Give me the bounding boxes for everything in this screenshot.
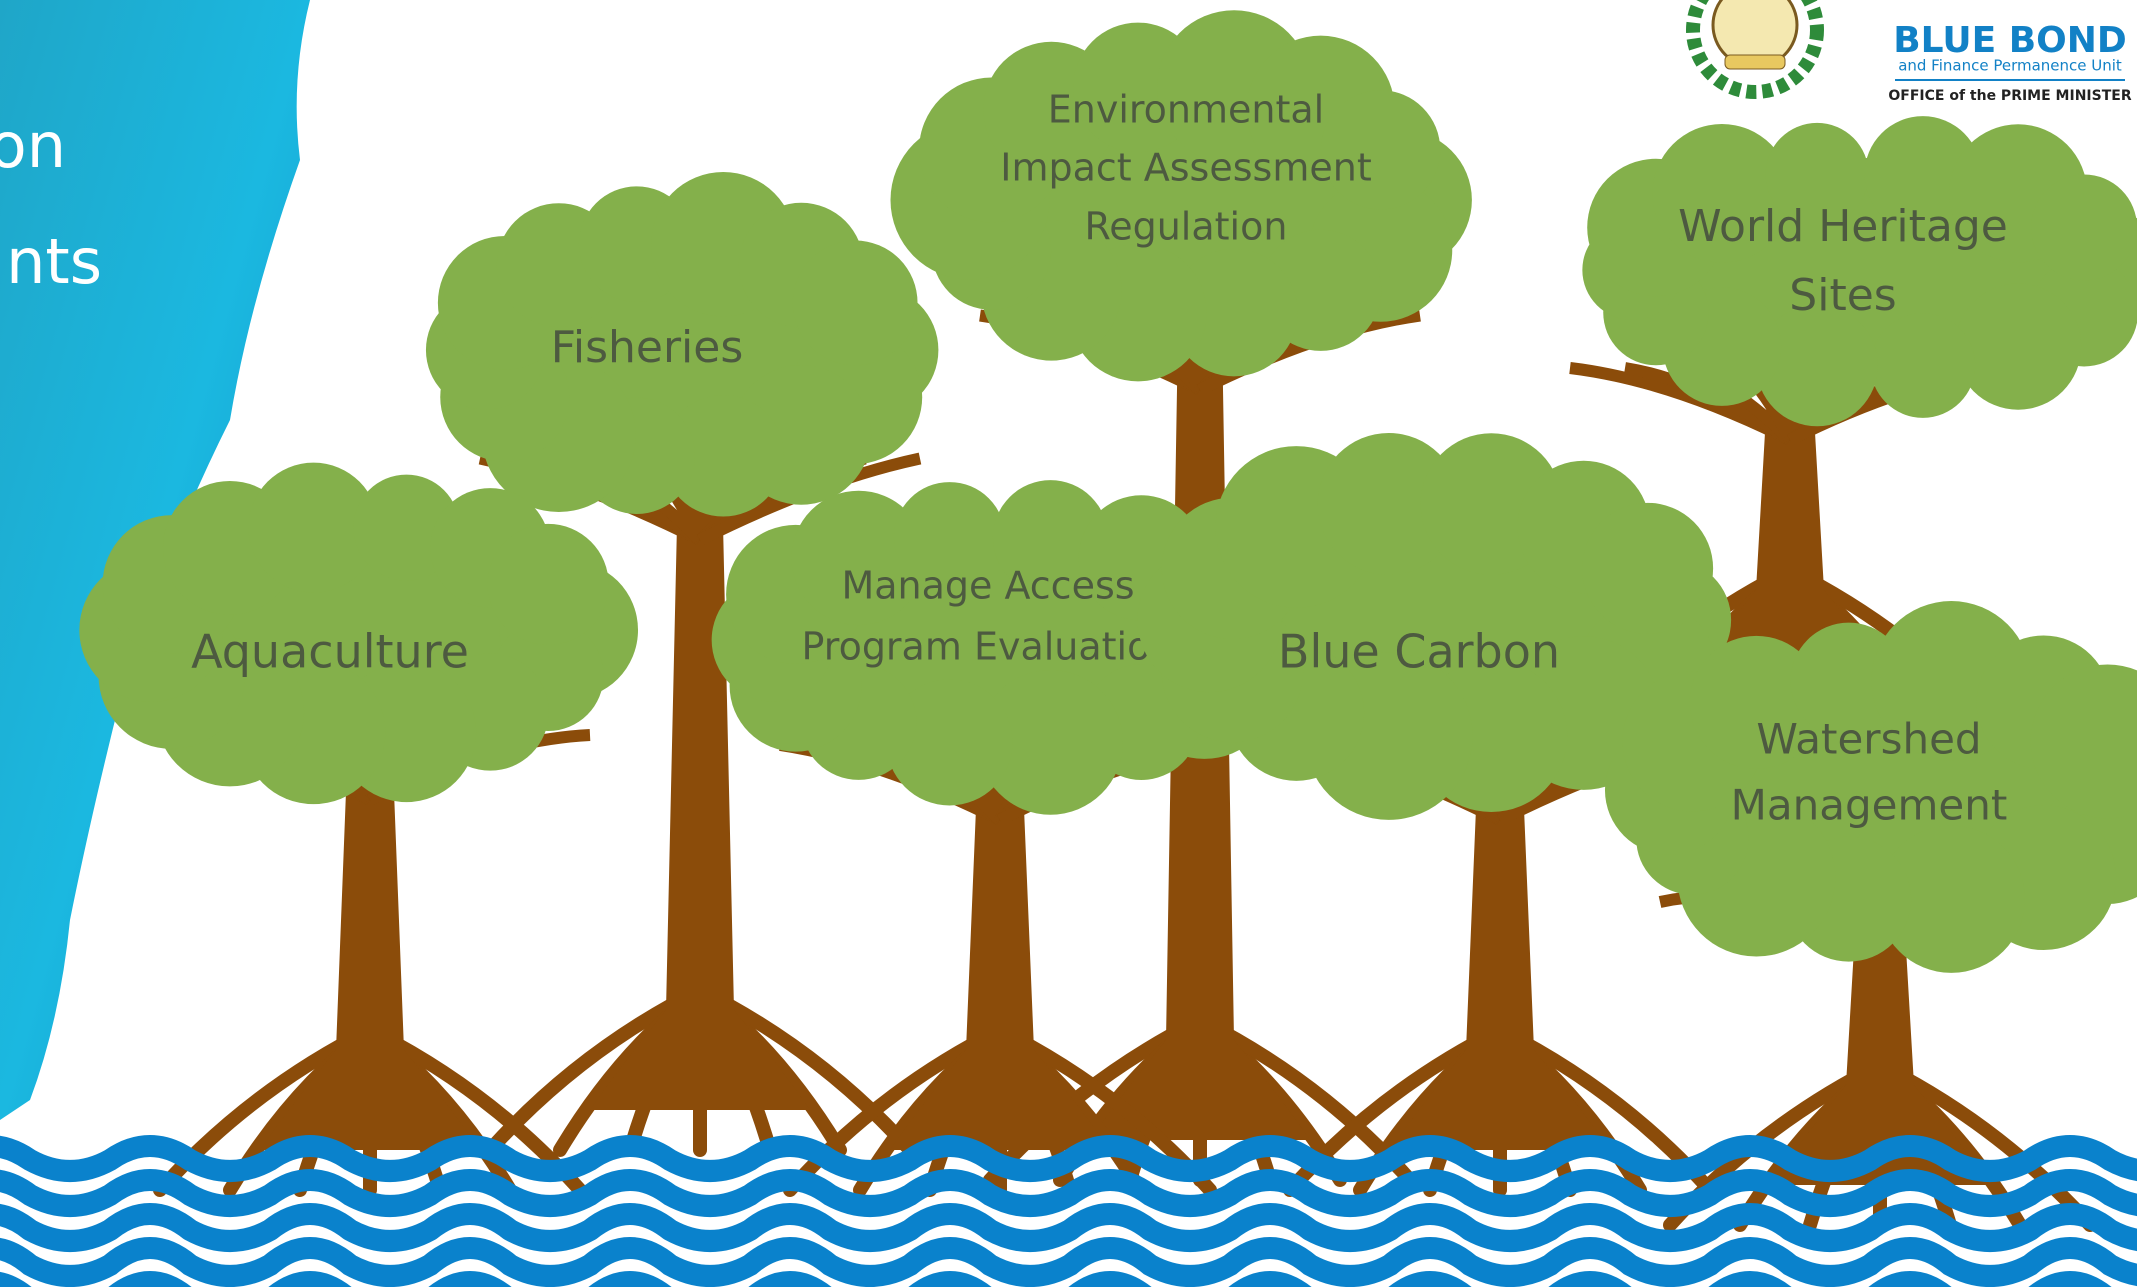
canopy-lobe: [1317, 432, 1460, 575]
tree: World Heritage Sites: [1569, 116, 2137, 737]
tree-label: Manage Access: [841, 564, 1134, 608]
tree-label: Regulation: [1085, 205, 1288, 249]
canopy-lobe: [487, 523, 609, 645]
tree-label: Environmental: [1048, 88, 1324, 132]
tree-label: Management: [1731, 781, 2008, 830]
canopy-lobe: [978, 669, 1123, 815]
canopy-lobe: [893, 482, 1006, 594]
canopy-lobe: [886, 679, 1013, 806]
trunk: [890, 760, 1110, 1150]
wave: [0, 1203, 2137, 1252]
canopy-lobe: [2031, 174, 2137, 281]
tree: Watershed Management: [1604, 601, 2137, 1232]
tree-label: Program Evaluation: [802, 625, 1175, 669]
trunk: [1770, 880, 1990, 1185]
trees: Environmental Impact Assessment Regulation…: [79, 10, 2137, 1232]
canopy-lobe: [1652, 124, 1792, 263]
canopy-lobe: [1582, 502, 1714, 634]
tree-label: Impact Assessment: [1000, 146, 1371, 190]
canopy-lobe: [248, 462, 379, 593]
canopy-lobe: [1320, 90, 1441, 210]
canopy-lobe: [792, 240, 918, 366]
title-fragment: on: [0, 109, 66, 182]
canopy-lobe: [992, 480, 1109, 596]
wave: [0, 1169, 2137, 1217]
logo-name: BLUE BOND: [1893, 20, 2127, 61]
coat-of-arms: [1686, 0, 1824, 99]
tree-label: Watershed: [1756, 715, 1981, 764]
tree-label: Fisheries: [551, 322, 744, 373]
blue-bond-logo: BLUE BOND and Finance Permanence Unit OF…: [1888, 20, 2131, 104]
wave: [0, 1237, 2137, 1287]
canopy-lobe: [1756, 304, 1878, 427]
logo-subtitle: and Finance Permanence Unit: [1898, 57, 2122, 75]
wave: [0, 1135, 2137, 1182]
tree-label: Aquaculture: [191, 625, 469, 679]
canopy-lobe: [662, 395, 785, 517]
trunk: [590, 480, 810, 1110]
canopy-lobe: [2030, 664, 2137, 819]
tree-label: Sites: [1789, 270, 1896, 321]
tree: Aquaculture: [79, 462, 639, 1197]
waves: [0, 1135, 2137, 1287]
logo-office: OFFICE of the PRIME MINISTER: [1888, 88, 2131, 104]
tree-label: World Heritage: [1678, 201, 2008, 252]
canopy-lobe: [1765, 122, 1869, 226]
trunk: [1390, 760, 1610, 1150]
canopy-lobe: [1877, 825, 2025, 973]
trunk: [1680, 380, 1900, 690]
canopy-lobe: [791, 490, 926, 626]
canopy-lobe: [1955, 283, 2082, 410]
canopy-lobe: [1689, 635, 1823, 770]
title-fragment: nts: [6, 225, 102, 298]
canopy-lobe: [1870, 313, 1976, 418]
tree: Fisheries: [425, 172, 939, 1157]
trunk: [260, 740, 480, 1150]
canopy-lobe: [1170, 248, 1298, 377]
tree-label: Blue Carbon: [1278, 625, 1560, 679]
